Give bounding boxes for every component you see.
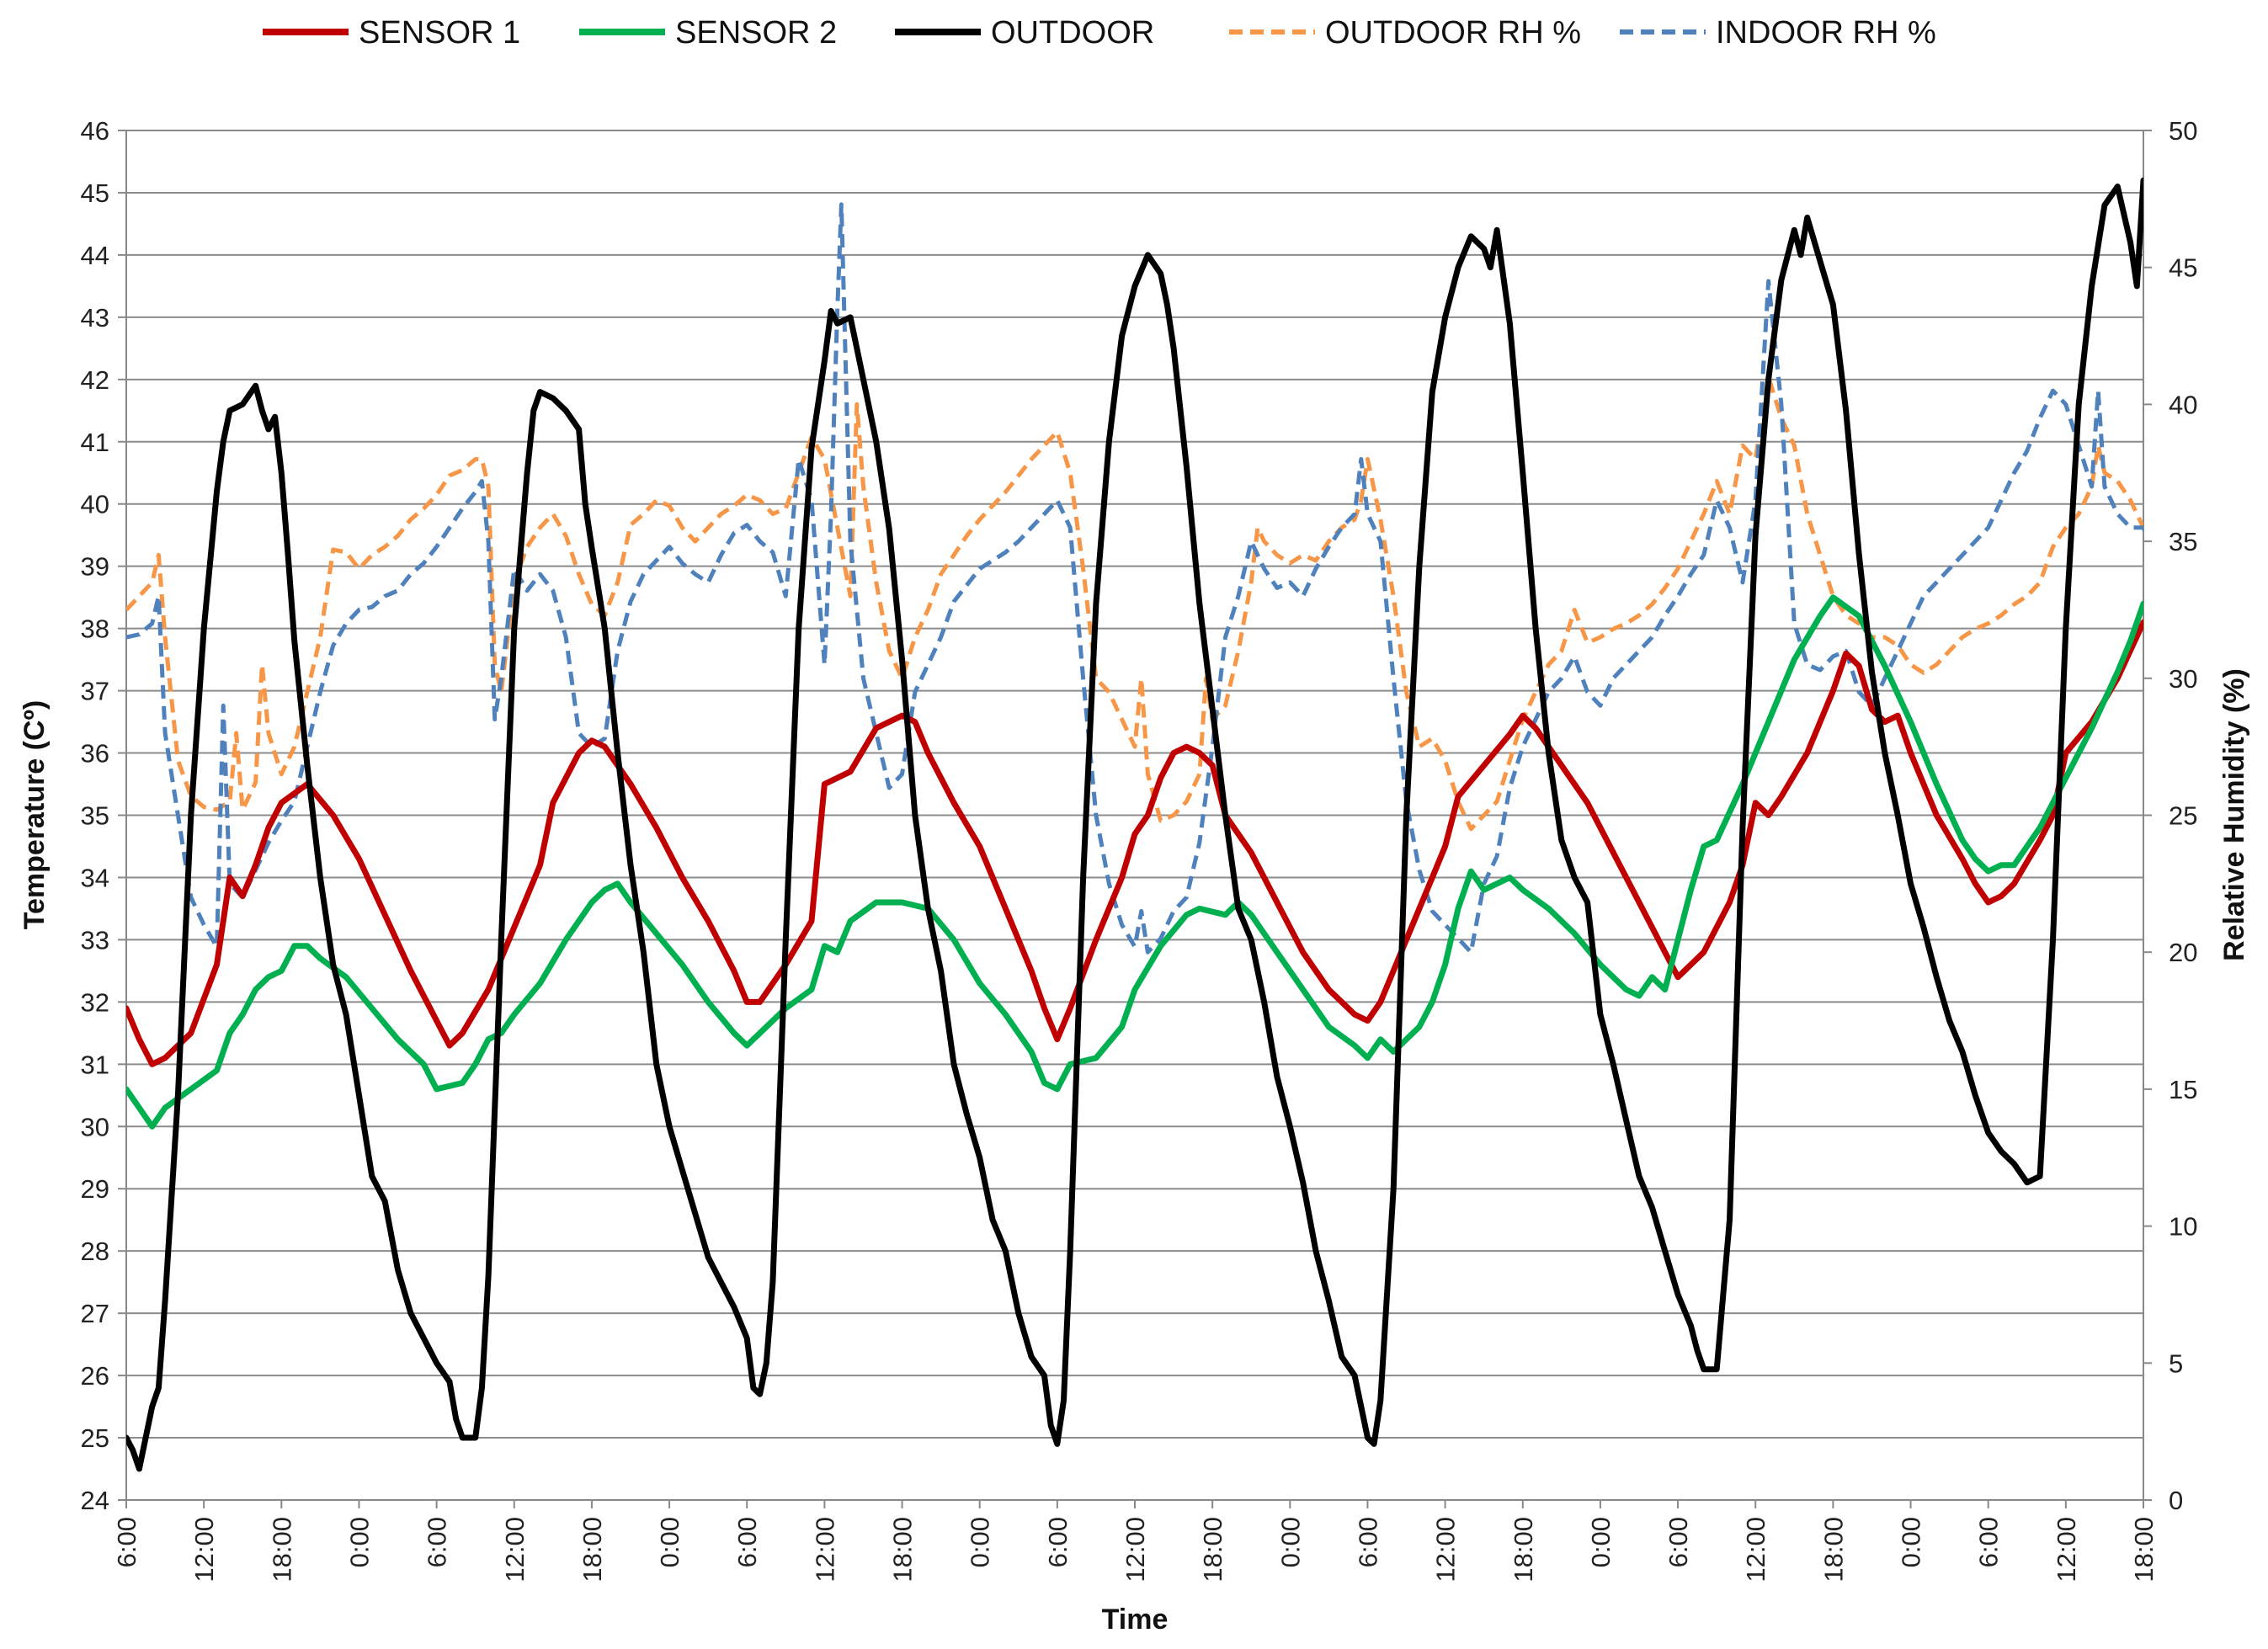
x-tick-label: 0:00 xyxy=(966,1517,995,1567)
y-left-tick-label: 39 xyxy=(81,552,109,582)
x-tick-label: 18:00 xyxy=(1198,1517,1227,1583)
y-right-tick-label: 35 xyxy=(2169,527,2197,556)
y-right-tick-label: 40 xyxy=(2169,390,2197,419)
x-tick-label: 6:00 xyxy=(1664,1517,1693,1567)
x-axis-title: Time xyxy=(1102,1604,1169,1636)
y-axis-right-title: Relative Humidity (%) xyxy=(2218,668,2250,961)
y-left-tick-label: 35 xyxy=(81,801,109,831)
x-tick-label: 12:00 xyxy=(1741,1517,1770,1583)
y-left-tick-label: 43 xyxy=(81,303,109,332)
y-right-tick-label: 15 xyxy=(2169,1075,2197,1104)
y-left-tick-label: 29 xyxy=(81,1174,109,1204)
x-tick-label: 12:00 xyxy=(2052,1517,2081,1583)
y-left-tick-label: 33 xyxy=(81,925,109,955)
y-left-tick-label: 42 xyxy=(81,365,109,395)
x-tick-label: 12:00 xyxy=(1121,1517,1150,1583)
y-axis-left-title: Temperature (Cº) xyxy=(19,700,51,930)
y-left-tick-label: 28 xyxy=(81,1237,109,1266)
x-axis-ticks: 6:00 12:00 18:00 0:00 6:00 12:00 18:00 0:00 6:00… xyxy=(112,1500,2159,1583)
x-tick-label: 12:00 xyxy=(1431,1517,1461,1583)
x-tick-label: 18:00 xyxy=(578,1517,607,1583)
x-tick-label: 12:00 xyxy=(500,1517,530,1583)
y-left-tick-label: 24 xyxy=(81,1486,109,1515)
y-right-tick-label: 5 xyxy=(2169,1348,2183,1378)
series-line-outdoor-rh xyxy=(126,375,2143,832)
y-left-tick-label: 37 xyxy=(81,677,109,706)
y-left-tick-label: 46 xyxy=(81,116,109,146)
legend-label: OUTDOOR xyxy=(991,15,1154,51)
x-tick-label: 18:00 xyxy=(888,1517,918,1583)
y-left-tick-label: 32 xyxy=(81,987,109,1017)
x-tick-label: 6:00 xyxy=(112,1517,141,1567)
x-tick-label: 6:00 xyxy=(423,1517,452,1567)
y-right-tick-label: 25 xyxy=(2169,801,2197,831)
y-left-tick-label: 27 xyxy=(81,1299,109,1328)
y-left-tick-label: 38 xyxy=(81,614,109,644)
y-right-tick-label: 45 xyxy=(2169,253,2197,283)
x-tick-label: 18:00 xyxy=(267,1517,296,1583)
x-tick-label: 18:00 xyxy=(1818,1517,1848,1583)
y-right-tick-label: 10 xyxy=(2169,1212,2197,1242)
y-left-tick-label: 45 xyxy=(81,178,109,208)
x-tick-label: 18:00 xyxy=(2129,1517,2159,1583)
x-tick-label: 6:00 xyxy=(732,1517,762,1567)
x-tick-label: 0:00 xyxy=(344,1517,374,1567)
y-left-tick-label: 26 xyxy=(81,1361,109,1391)
legend: SENSOR 1 SENSOR 2 OUTDOOR OUTDOOR RH % INDOO… xyxy=(263,15,1936,51)
legend-label: OUTDOOR RH % xyxy=(1325,15,1581,51)
y-left-tick-label: 44 xyxy=(81,241,109,270)
x-tick-label: 0:00 xyxy=(1586,1517,1616,1567)
y-right-tick-label: 20 xyxy=(2169,938,2197,967)
series-line-sensor-2 xyxy=(126,594,2143,1130)
y-axis-right-ticks: 0 5 10 15 20 25 30 35 40 45 50 xyxy=(2143,116,2197,1515)
y-right-tick-label: 30 xyxy=(2169,664,2197,694)
x-tick-label: 6:00 xyxy=(1353,1517,1382,1567)
x-tick-label: 12:00 xyxy=(189,1517,219,1583)
y-left-tick-label: 25 xyxy=(81,1423,109,1453)
legend-label: SENSOR 1 xyxy=(359,15,520,51)
series-layer xyxy=(126,177,2143,1472)
x-tick-label: 12:00 xyxy=(810,1517,839,1583)
y-left-tick-label: 41 xyxy=(81,428,109,457)
x-tick-label: 6:00 xyxy=(1043,1517,1073,1567)
y-left-tick-label: 34 xyxy=(81,863,109,892)
series-line-indoor-rh xyxy=(126,202,2143,955)
y-right-tick-label: 50 xyxy=(2169,116,2197,146)
x-tick-label: 18:00 xyxy=(1509,1517,1538,1583)
y-left-tick-label: 30 xyxy=(81,1112,109,1141)
y-axis-left-ticks: 24 25 26 27 28 29 30 31 32 33 34 35 36 37 38 39 40 41 42 43… xyxy=(81,116,126,1515)
y-left-tick-label: 31 xyxy=(81,1050,109,1079)
x-tick-label: 6:00 xyxy=(1974,1517,2004,1567)
y-left-tick-label: 40 xyxy=(81,490,109,519)
y-right-tick-label: 0 xyxy=(2169,1486,2183,1515)
x-tick-label: 0:00 xyxy=(1275,1517,1305,1567)
y-left-tick-label: 36 xyxy=(81,739,109,769)
series-line-outdoor xyxy=(126,177,2143,1472)
legend-label: INDOOR RH % xyxy=(1716,15,1936,51)
x-tick-label: 0:00 xyxy=(1897,1517,1926,1567)
legend-label: SENSOR 2 xyxy=(675,15,837,51)
series-line-sensor-1 xyxy=(126,619,2143,1067)
x-tick-label: 0:00 xyxy=(655,1517,684,1567)
